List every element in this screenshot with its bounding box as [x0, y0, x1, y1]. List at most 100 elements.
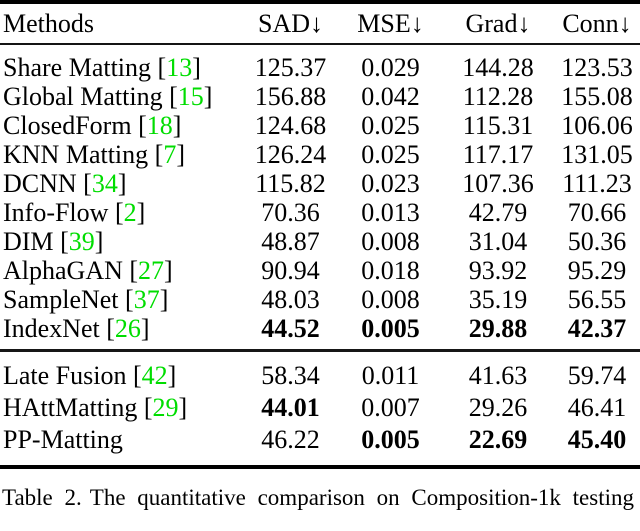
grad-value-cell: 22.69 — [468, 425, 528, 454]
mse-value-cell: 0.008 — [361, 227, 420, 256]
conn-value-cell: 95.29 — [567, 256, 627, 285]
col-header-grad: Grad↓ — [465, 8, 531, 38]
table-header-row: Methods SAD↓ MSE↓ Grad↓ Conn↓ — [0, 4, 640, 43]
citation-ref: [18] — [138, 111, 182, 140]
sad-value-cell: 115.82 — [255, 169, 326, 198]
method-cell: SampleNet [37] — [0, 285, 242, 315]
table-row: Info-Flow [2] 70.36 0.013 42.79 70.66 — [0, 198, 640, 227]
grad-value-cell: 107.36 — [462, 169, 534, 198]
grad-value-cell: 29.26 — [468, 393, 528, 422]
table-row: DIM [39] 48.87 0.008 31.04 50.36 — [0, 227, 640, 256]
method-cell: Info-Flow [2] — [0, 198, 242, 228]
citation-number: 2 — [123, 198, 137, 227]
method-name: Global Matting — [3, 82, 163, 111]
table-row: AlphaGAN [27] 90.94 0.018 93.92 95.29 — [0, 256, 640, 285]
method-name: Late Fusion — [3, 361, 127, 390]
method-name: Share Matting — [3, 53, 152, 82]
citation-ref: [13] — [157, 53, 201, 82]
table-row: PP-Matting 46.22 0.005 22.69 45.40 — [0, 424, 640, 456]
mse-value-cell: 0.005 — [361, 314, 420, 343]
method-cell: IndexNet [26] — [0, 314, 242, 344]
method-name: DIM — [3, 227, 54, 256]
col-header-methods: Methods — [3, 8, 94, 38]
sad-value-cell: 48.87 — [261, 227, 320, 256]
mse-value-cell: 0.025 — [361, 111, 420, 140]
table-row: Global Matting [15] 156.88 0.042 112.28 … — [0, 82, 640, 111]
sad-value-cell: 126.24 — [254, 140, 327, 169]
conn-value-cell: 106.06 — [561, 111, 633, 140]
citation-number: 15 — [177, 82, 204, 111]
conn-value-cell: 131.05 — [561, 140, 633, 169]
mse-value-cell: 0.018 — [361, 256, 420, 285]
sad-value-cell: 46.22 — [261, 425, 320, 454]
sad-value-cell: 70.36 — [261, 198, 320, 227]
citation-ref: [37] — [125, 285, 169, 314]
method-name: ClosedForm — [3, 111, 132, 140]
method-cell: Share Matting [13] — [0, 53, 242, 83]
grad-value-cell: 29.88 — [468, 314, 528, 343]
method-name: AlphaGAN — [3, 256, 123, 285]
citation-number: 27 — [138, 256, 165, 285]
citation-ref: [27] — [129, 256, 173, 285]
table-bottom-rule — [0, 465, 640, 469]
method-cell: HAttMatting [29] — [0, 393, 242, 423]
sad-value-cell: 44.01 — [261, 393, 320, 422]
citation-ref: [7] — [154, 140, 186, 169]
method-cell: DCNN [34] — [0, 169, 242, 199]
citation-number: 39 — [68, 227, 95, 256]
method-cell: PP-Matting — [0, 425, 242, 455]
grad-value-cell: 31.04 — [468, 227, 528, 256]
citation-number: 26 — [114, 314, 141, 343]
table-row: Share Matting [13] 125.37 0.029 144.28 1… — [0, 53, 640, 82]
header-separator-rule — [0, 43, 640, 45]
conn-value-cell: 59.74 — [567, 361, 627, 390]
sad-value-cell: 124.68 — [254, 111, 327, 140]
method-name: HAttMatting — [3, 393, 138, 422]
method-name: Info-Flow — [3, 198, 109, 227]
mse-value-cell: 0.007 — [361, 393, 420, 422]
mse-value-cell: 0.011 — [361, 361, 420, 390]
table-row: KNN Matting [7] 126.24 0.025 117.17 131.… — [0, 140, 640, 169]
citation-number: 34 — [91, 169, 118, 198]
citation-number: 42 — [141, 361, 168, 390]
sad-value-cell: 58.34 — [261, 361, 320, 390]
method-name: SampleNet — [3, 285, 119, 314]
method-cell: KNN Matting [7] — [0, 140, 242, 170]
citation-ref: [26] — [106, 314, 150, 343]
citation-ref: [15] — [169, 82, 213, 111]
conn-value-cell: 50.36 — [567, 227, 627, 256]
method-cell: Late Fusion [42] — [0, 361, 242, 391]
citation-number: 13 — [166, 53, 193, 82]
sad-value-cell: 44.52 — [261, 314, 320, 343]
method-name: DCNN — [3, 169, 77, 198]
table-row: DCNN [34] 115.82 0.023 107.36 111.23 — [0, 169, 640, 198]
method-name: KNN Matting — [3, 140, 149, 169]
col-header-mse: MSE↓ — [357, 8, 424, 38]
citation-ref: [2] — [114, 198, 146, 227]
mse-value-cell: 0.008 — [361, 285, 420, 314]
col-header-conn: Conn↓ — [562, 8, 632, 38]
conn-value-cell: 111.23 — [562, 169, 632, 198]
citation-number: 18 — [146, 111, 173, 140]
table-row: Late Fusion [42] 58.34 0.011 41.63 59.74 — [0, 360, 640, 392]
table-row: HAttMatting [29] 44.01 0.007 29.26 46.41 — [0, 392, 640, 424]
sad-value-cell: 48.03 — [261, 285, 320, 314]
sad-value-cell: 90.94 — [261, 256, 320, 285]
grad-value-cell: 112.28 — [462, 82, 534, 111]
grad-value-cell: 41.63 — [468, 361, 528, 390]
mse-value-cell: 0.025 — [361, 140, 420, 169]
mse-value-cell: 0.023 — [361, 169, 420, 198]
grad-value-cell: 117.17 — [462, 140, 534, 169]
table-caption: Table 2. The quantitative comparison on C… — [0, 483, 640, 513]
citation-ref: [42] — [133, 361, 177, 390]
conn-value-cell: 45.40 — [567, 425, 627, 454]
grad-value-cell: 42.79 — [468, 198, 528, 227]
sad-value-cell: 156.88 — [254, 82, 327, 111]
table-row: SampleNet [37] 48.03 0.008 35.19 56.55 — [0, 285, 640, 314]
table-section-trimap-free-methods: Late Fusion [42] 58.34 0.011 41.63 59.74… — [0, 352, 640, 465]
conn-value-cell: 56.55 — [567, 285, 627, 314]
grad-value-cell: 93.92 — [468, 256, 528, 285]
mse-value-cell: 0.042 — [361, 82, 420, 111]
mse-value-cell: 0.029 — [361, 53, 420, 82]
method-cell: ClosedForm [18] — [0, 111, 242, 141]
